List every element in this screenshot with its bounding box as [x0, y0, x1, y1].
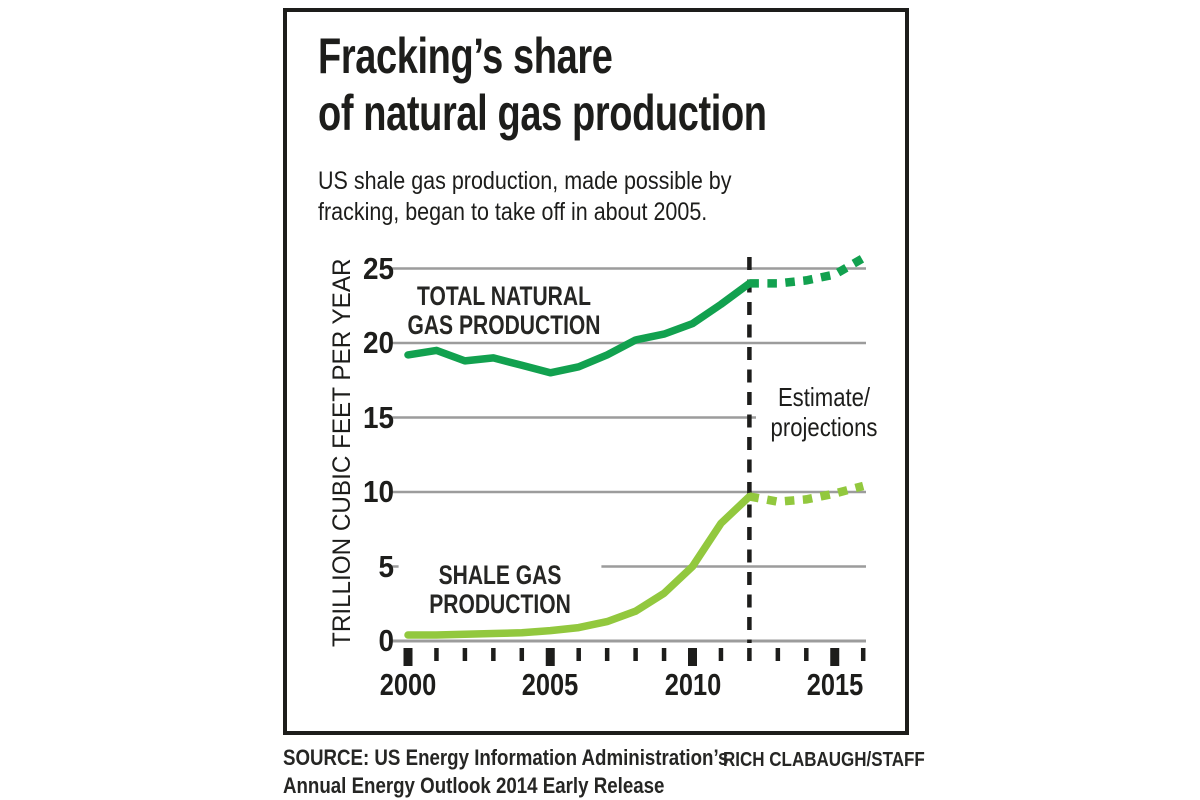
chart-frame [283, 8, 909, 735]
x-tick-minor-2014 [804, 648, 809, 661]
y-tick-label-15: 15 [362, 399, 394, 435]
series-label-shale-gas: SHALE GAS PRODUCTION [398, 560, 602, 619]
x-tick-major-2015 [830, 648, 840, 666]
series-line-0 [404, 279, 754, 377]
credit-text: RICH CLABAUGH/STAFF [723, 749, 925, 771]
y-tick-label-5: 5 [378, 548, 394, 584]
page-title: Fracking’s share of natural gas producti… [318, 28, 767, 142]
page-title-line1: Fracking’s share [318, 28, 613, 84]
y-axis-title: TRILLION CUBIC FEET PER YEAR [328, 258, 356, 647]
series-label-total-natural-gas: TOTAL NATURAL GAS PRODUCTION [402, 281, 606, 340]
x-tick-label-2015: 2015 [806, 667, 864, 702]
x-tick-label-2000: 2000 [379, 667, 437, 702]
estimate-label-line1: Estimate/ [777, 382, 871, 412]
x-tick-minor-2012 [747, 648, 752, 661]
series-projection-1 [748, 481, 865, 506]
x-tick-minor-2001 [434, 648, 439, 661]
chart-subtitle-line2: fracking, began to take off in about 200… [318, 198, 708, 226]
x-tick-minor-2009 [661, 648, 667, 661]
source-text: SOURCE: US Energy Information Administra… [283, 744, 728, 800]
x-tick-minor-2011 [718, 648, 724, 661]
x-tick-major-2005 [545, 648, 555, 666]
y-tick-label-0: 0 [378, 623, 394, 658]
estimate-projections-label: Estimate/ projections [756, 382, 892, 442]
page-title-line2: of natural gas production [318, 85, 767, 141]
x-tick-minor-2004 [519, 648, 525, 661]
x-tick-minor-2007 [604, 648, 610, 661]
y-tick-label-20: 20 [362, 325, 394, 360]
x-tick-label-2005: 2005 [521, 667, 579, 702]
x-tick-minor-2006 [576, 648, 581, 661]
series-label-shale-line2: PRODUCTION [429, 589, 571, 619]
x-tick-minor-2008 [633, 648, 638, 661]
series-label-total-line2: GAS PRODUCTION [407, 310, 601, 340]
source-line2: Annual Energy Outlook 2014 Early Release [283, 773, 665, 798]
x-tick-major-2000 [403, 648, 413, 666]
y-tick-label-10: 10 [362, 474, 394, 509]
series-label-shale-line1: SHALE GAS [438, 560, 562, 590]
y-tick-label-25: 25 [362, 250, 394, 286]
source-line1: SOURCE: US Energy Information Administra… [283, 745, 729, 770]
x-tick-minor-2013 [775, 648, 781, 661]
series-line-1 [404, 492, 754, 639]
series-label-total-line1: TOTAL NATURAL [417, 281, 591, 311]
x-tick-minor-2016 [860, 648, 866, 661]
x-tick-label-2010: 2010 [664, 667, 721, 702]
x-tick-minor-2002 [462, 648, 468, 661]
chart-subtitle: US shale gas production, made possible b… [318, 166, 732, 228]
estimate-label-line2: projections [770, 412, 878, 442]
x-tick-major-2010 [688, 648, 697, 666]
series-projection-0 [749, 254, 866, 288]
chart-subtitle-line1: US shale gas production, made possible b… [318, 167, 732, 195]
x-tick-minor-2003 [491, 648, 496, 661]
